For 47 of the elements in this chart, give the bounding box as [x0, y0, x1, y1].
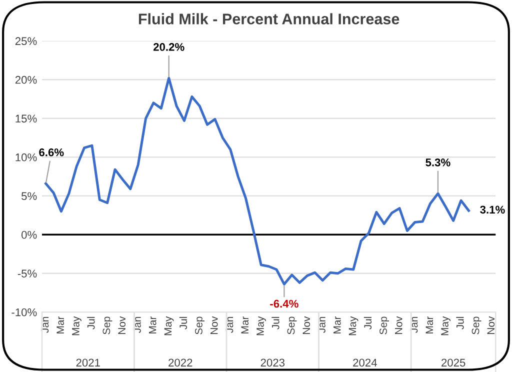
x-tick-label: Sep: [102, 316, 112, 334]
x-tick-label: Mar: [148, 316, 156, 334]
x-tick-label: Jul: [87, 316, 95, 330]
x-tick-label: Nov: [487, 316, 495, 334]
data-label: 6.6%: [39, 148, 64, 156]
x-tick-label: Mar: [334, 316, 341, 334]
x-tick-label: Jul: [364, 316, 372, 330]
x-tick-label: May: [256, 316, 266, 336]
y-tick-label: 10%: [16, 153, 37, 162]
x-tick-label: Sep: [380, 316, 389, 334]
x-tick-label: Sep: [287, 316, 297, 334]
x-tick-label: May: [164, 316, 174, 336]
text: 2022: [168, 358, 192, 367]
x-tick-label: Jul: [272, 316, 280, 330]
x-tick-label: May: [72, 316, 82, 336]
x-tick-label: Nov: [302, 316, 310, 334]
x-tick-label: Sep: [195, 316, 204, 334]
text: 2021: [76, 358, 100, 367]
x-tick-label: Mar: [56, 316, 64, 334]
x-tick-label: Sep: [472, 316, 482, 334]
y-tick-label: 0%: [22, 230, 37, 239]
y-tick-label: 5%: [22, 192, 37, 200]
x-tick-label: May: [348, 316, 358, 336]
x-tick-label: Nov: [210, 316, 218, 334]
text: 2024: [353, 358, 377, 367]
data-label: 5.3%: [426, 158, 450, 166]
x-tick-label: Mar: [241, 316, 249, 334]
y-tick-label: 20%: [15, 76, 37, 84]
y-tick-label: -5%: [18, 270, 37, 278]
y-tick-label: -10%: [12, 308, 37, 316]
x-tick-label: Jan: [134, 316, 141, 333]
y-tick-label: 25%: [15, 37, 37, 46]
y-tick-label: 15%: [16, 114, 37, 123]
data-label: 3.1%: [480, 206, 505, 214]
x-tick-label: May: [441, 316, 450, 336]
chart-title: Fluid Milk - Percent Annual Increase: [138, 13, 400, 24]
x-tick-label: Nov: [118, 316, 126, 334]
x-tick-label: Jan: [318, 316, 326, 333]
x-tick-label: Jul: [179, 316, 188, 330]
data-label: 20.2%: [153, 43, 184, 51]
x-tick-label: Nov: [395, 316, 402, 334]
x-tick-label: Mar: [426, 316, 434, 334]
text: 2025: [442, 358, 466, 367]
data-label: -6.4%: [270, 300, 298, 308]
x-tick-label: Jul: [456, 316, 464, 330]
x-tick-label: Jan: [41, 316, 49, 333]
text: 2023: [260, 358, 285, 367]
